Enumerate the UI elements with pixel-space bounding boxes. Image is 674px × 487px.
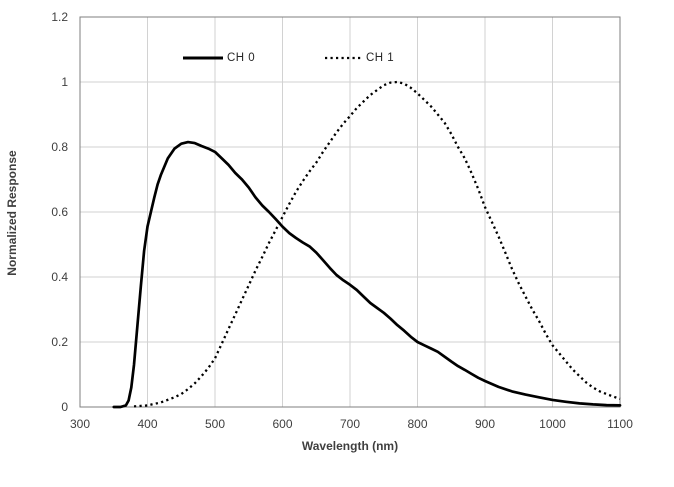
x-tick-label: 400 bbox=[137, 417, 158, 431]
x-tick-label: 600 bbox=[272, 417, 293, 431]
x-tick-label: 1000 bbox=[539, 417, 566, 431]
legend-label-ch0: CH 0 bbox=[227, 51, 256, 64]
legend-line-sample-solid bbox=[183, 56, 223, 59]
legend-label-ch1: CH 1 bbox=[366, 51, 395, 64]
y-tick-label: 0.2 bbox=[51, 335, 68, 349]
y-tick-label: 0.4 bbox=[51, 270, 68, 284]
legend-line-sample-dotted bbox=[325, 56, 362, 59]
legend-item-ch1: CH 1 bbox=[325, 50, 394, 65]
plot-border bbox=[79, 16, 621, 408]
curve-ch1 bbox=[133, 80, 621, 408]
y-tick-label: 0.8 bbox=[51, 140, 68, 154]
legend-item-ch0: CH 0 bbox=[183, 50, 255, 65]
y-tick-label: 0 bbox=[61, 400, 68, 414]
y-tick-label: 1.2 bbox=[51, 10, 68, 24]
x-tick-label: 500 bbox=[204, 417, 226, 431]
y-tick-label: 0.6 bbox=[51, 205, 68, 219]
x-tick-label: 300 bbox=[69, 417, 91, 431]
x-axis-title: Wavelength (nm) bbox=[301, 439, 399, 453]
x-tick-label: 900 bbox=[474, 417, 496, 431]
y-tick-label: 1 bbox=[61, 75, 68, 89]
x-tick-label: 700 bbox=[339, 417, 361, 431]
x-tick-label: 800 bbox=[407, 417, 428, 431]
x-tick-label: 1100 bbox=[607, 417, 633, 431]
curve-ch0 bbox=[112, 140, 622, 409]
